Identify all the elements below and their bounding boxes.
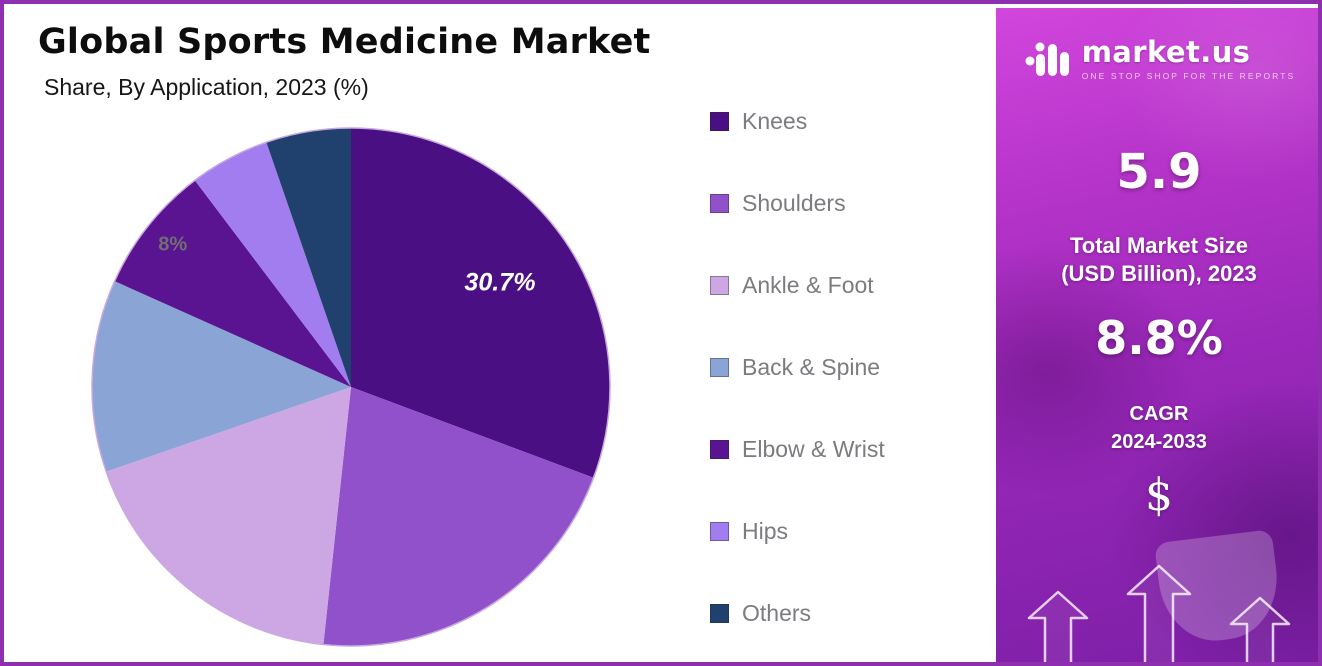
pie-rim [91, 127, 611, 647]
market-size-label-line1: Total Market Size [1069, 233, 1249, 258]
cagr-label-line2: 2024-2033 [1111, 431, 1207, 453]
pie-data-label-elbow-wrist: 8% [158, 233, 187, 255]
legend-item-hips[interactable]: Hips [710, 518, 885, 545]
growth-arrows-icon [1027, 564, 1291, 662]
brand-text: market.us ONE STOP SHOP FOR THE REPORTS [1081, 35, 1296, 82]
chart-subtitle: Share, By Application, 2023 (%) [44, 74, 369, 100]
pie-slice-knees[interactable] [351, 128, 610, 478]
legend-item-knees[interactable]: Knees [710, 108, 885, 135]
brand-tagline: ONE STOP SHOP FOR THE REPORTS [1081, 71, 1296, 81]
legend-label-shoulders: Shoulders [742, 190, 846, 216]
pie-slice-shoulders[interactable] [323, 387, 594, 646]
market-us-logo-icon [1025, 42, 1069, 76]
legend-item-shoulders[interactable]: Shoulders [710, 190, 885, 217]
legend-item-ankle-foot[interactable]: Ankle & Foot [710, 272, 885, 299]
legend-label-others: Others [742, 600, 812, 626]
cagr-label-line1: CAGR [1129, 403, 1189, 425]
pie-slice-back-spine[interactable] [92, 281, 351, 472]
legend-label-elbow-wrist: Elbow & Wrist [742, 436, 885, 462]
legend-swatch-knees [710, 112, 729, 131]
cagr-value: 8.8% [1095, 311, 1223, 365]
pie-slice-hips[interactable] [194, 142, 351, 387]
pie-slice-elbow-wrist[interactable] [114, 180, 351, 387]
legend-swatch-back-spine [710, 358, 729, 377]
dollar-sign: $ [1145, 470, 1173, 521]
legend-item-back-spine[interactable]: Back & Spine [710, 354, 885, 381]
pie-chart: 30.7% 8% [91, 127, 611, 647]
chart-title: Global Sports Medicine Market [38, 22, 651, 62]
cagr-label: CAGR 2024-2033 [996, 400, 1318, 456]
pie-slice-ankle-foot[interactable] [106, 387, 351, 645]
legend-label-ankle-foot: Ankle & Foot [742, 272, 874, 298]
legend-swatch-hips [710, 522, 729, 541]
market-size-value: 5.9 [1116, 144, 1202, 200]
legend-item-elbow-wrist[interactable]: Elbow & Wrist [710, 436, 885, 463]
legend: Knees Shoulders Ankle & Foot Back & Spine El… [710, 108, 885, 627]
legend-swatch-shoulders [710, 194, 729, 213]
brand[interactable]: market.us ONE STOP SHOP FOR THE REPORTS [996, 35, 1318, 82]
legend-label-back-spine: Back & Spine [742, 354, 881, 380]
market-size-label: Total Market Size (USD Billion), 2023 [996, 232, 1318, 288]
legend-label-hips: Hips [742, 518, 789, 544]
pie-data-label-knees: 30.7% [464, 268, 535, 296]
pie-slice-others[interactable] [266, 128, 351, 388]
brand-name: market.us [1081, 35, 1251, 69]
legend-swatch-elbow-wrist [710, 440, 729, 459]
legend-label-knees: Knees [742, 108, 808, 134]
market-size-label-line2: (USD Billion), 2023 [1061, 261, 1257, 287]
legend-swatch-others [710, 604, 729, 623]
legend-item-others[interactable]: Others [710, 600, 885, 627]
stats-panel: market.us ONE STOP SHOP FOR THE REPORTS … [996, 8, 1318, 662]
legend-swatch-ankle-foot [710, 276, 729, 295]
